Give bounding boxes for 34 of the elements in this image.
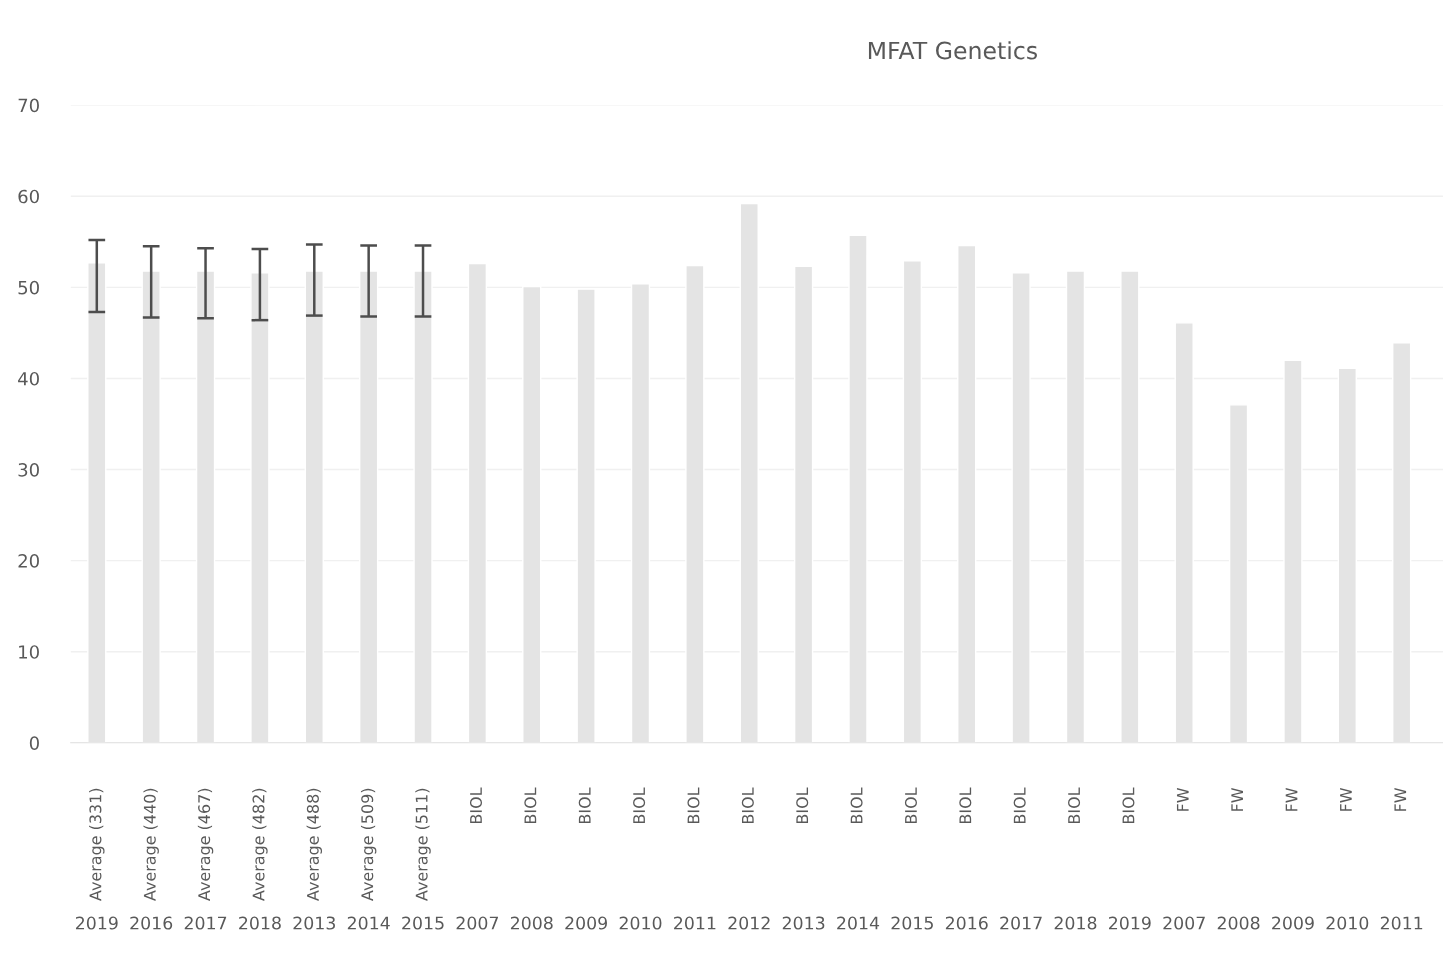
y-tick-label: 40: [18, 371, 39, 386]
category-label: BIOL 2012: [728, 787, 770, 930]
category-label: BIOL 2008: [510, 787, 553, 930]
y-tick-label: 0: [29, 736, 39, 750]
y-tick-label: 30: [18, 462, 39, 477]
x-tick-label: Average (509) 2014: [347, 788, 390, 930]
category-label: FW 2008: [1217, 787, 1260, 930]
category-label: BIOL 2010: [619, 787, 662, 930]
x-tick-label: Average (488) 2013: [293, 788, 335, 930]
category-label: FW 2010: [1326, 787, 1369, 930]
category-label: BIOL 2013: [782, 787, 825, 930]
y-tick-label: 10: [19, 645, 39, 659]
category-label: BIOL 2019: [1109, 787, 1151, 930]
chart-title: MFAT Genetics: [868, 41, 1037, 60]
category-label: FW 2011: [1380, 787, 1423, 930]
x-tick-label: Average (440) 2016: [130, 788, 173, 930]
category-label: FW 2007: [1163, 787, 1205, 930]
y-tick-label: 20: [18, 554, 39, 568]
category-label: BIOL 2017: [1000, 787, 1042, 930]
category-label: BIOL 2016: [945, 787, 988, 930]
category-label: BIOL 2011: [674, 787, 716, 930]
category-label: BIOL 2014: [837, 787, 880, 930]
x-tick-label: Average (467) 2017: [184, 788, 227, 930]
category-label: BIOL 2009: [565, 787, 607, 930]
category-label: BIOL 2018: [1054, 787, 1097, 930]
y-tick-label: 70: [18, 98, 39, 113]
x-tick-label: Average (331) 2019: [75, 788, 118, 930]
category-label: FW 2009: [1272, 787, 1314, 930]
category-label: BIOL 2015: [891, 787, 933, 930]
x-tick-label: Average (482) 2018: [239, 788, 281, 930]
y-tick-label: 50: [18, 280, 39, 295]
y-tick-label: 60: [18, 189, 39, 204]
category-label: BIOL 2007: [456, 787, 498, 930]
x-tick-label: Average (511) 2015: [402, 788, 444, 930]
